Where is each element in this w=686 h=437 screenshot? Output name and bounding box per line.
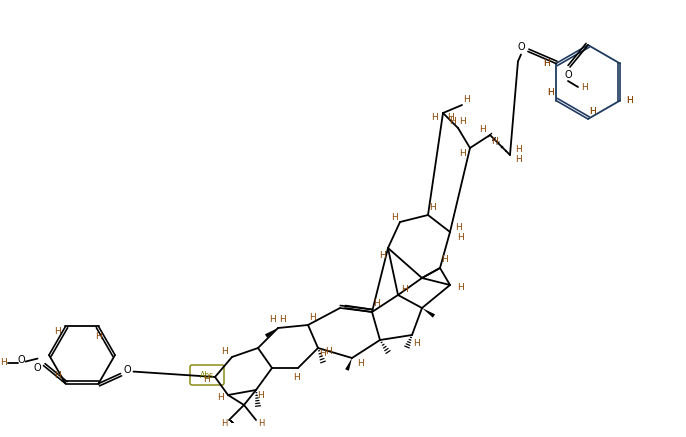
Polygon shape: [422, 308, 435, 318]
Text: H: H: [320, 348, 327, 357]
Text: H: H: [54, 327, 61, 336]
Text: H: H: [590, 107, 596, 115]
Text: H: H: [429, 204, 436, 212]
Text: H: H: [547, 88, 554, 97]
Text: O: O: [18, 354, 25, 364]
Text: H: H: [626, 96, 632, 105]
Text: H: H: [547, 88, 554, 97]
Text: H: H: [309, 312, 316, 322]
Text: O: O: [517, 42, 525, 52]
Text: H: H: [280, 316, 286, 325]
Text: H: H: [258, 391, 264, 399]
Text: H: H: [464, 96, 471, 104]
Text: H: H: [357, 360, 364, 368]
Text: H: H: [449, 117, 456, 125]
Text: H: H: [442, 256, 449, 264]
Text: H: H: [459, 149, 465, 157]
Text: O: O: [123, 364, 131, 375]
Text: H: H: [324, 347, 331, 356]
Text: H: H: [431, 114, 438, 122]
Text: H: H: [379, 252, 386, 260]
Text: H: H: [95, 332, 102, 341]
Text: H: H: [401, 285, 408, 295]
Text: H: H: [514, 146, 521, 155]
Text: H: H: [492, 138, 498, 146]
Text: H: H: [580, 83, 587, 91]
Text: H: H: [479, 125, 486, 135]
Text: H: H: [222, 347, 228, 357]
Text: H: H: [460, 117, 466, 125]
Polygon shape: [265, 328, 278, 338]
Text: H: H: [54, 371, 61, 380]
Text: H: H: [455, 222, 462, 232]
Text: H: H: [514, 156, 521, 164]
Text: H: H: [0, 358, 7, 367]
Text: H: H: [543, 59, 550, 68]
Text: H: H: [590, 107, 596, 115]
Text: Abs: Abs: [200, 371, 214, 379]
Text: H: H: [448, 114, 454, 122]
Text: H: H: [392, 212, 399, 222]
FancyBboxPatch shape: [190, 365, 224, 385]
Text: O: O: [564, 70, 572, 80]
Text: H: H: [374, 299, 380, 309]
Text: H: H: [204, 375, 211, 385]
Text: H: H: [270, 316, 276, 325]
Text: O: O: [34, 363, 41, 373]
Text: H: H: [543, 59, 550, 68]
Text: H: H: [293, 374, 299, 382]
Text: H: H: [457, 232, 463, 242]
Text: H: H: [626, 96, 632, 105]
Text: H: H: [217, 393, 224, 402]
Text: H: H: [258, 419, 264, 427]
Text: H: H: [457, 284, 463, 292]
Text: H: H: [414, 339, 421, 347]
Polygon shape: [345, 358, 352, 371]
Text: H: H: [221, 419, 227, 427]
